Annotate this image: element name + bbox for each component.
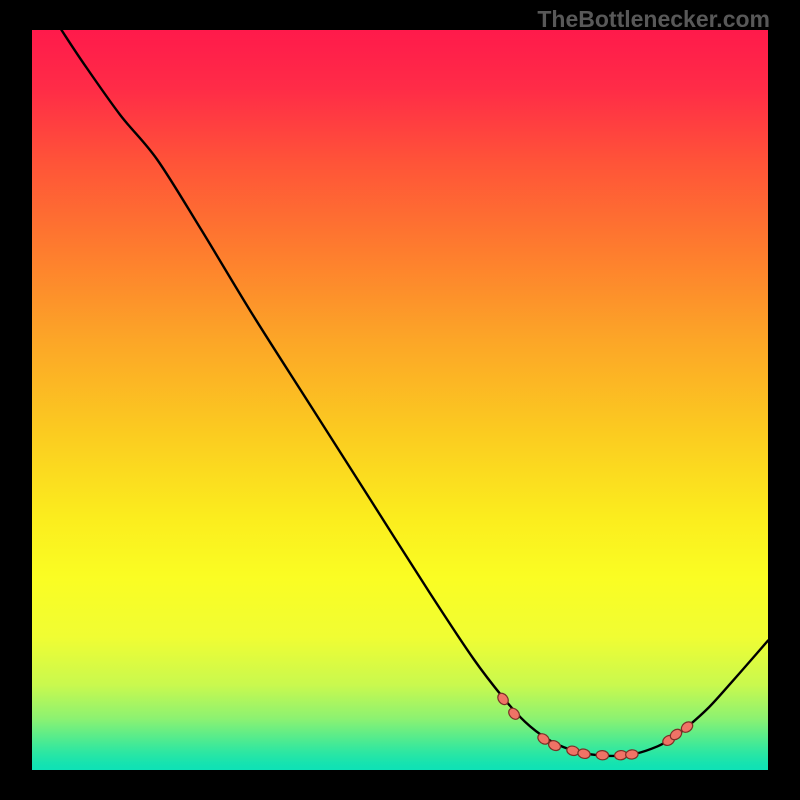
chart-svg [32, 30, 768, 770]
plot-area [32, 30, 768, 770]
bottleneck-chart: TheBottlenecker.com [0, 0, 800, 800]
marker-dot [596, 750, 609, 760]
watermark-text: TheBottlenecker.com [537, 6, 770, 33]
